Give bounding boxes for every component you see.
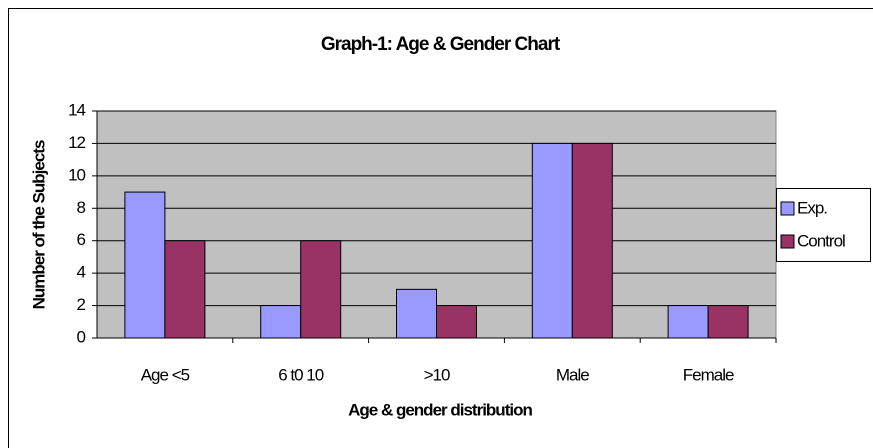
y-tick-label: 0: [77, 327, 86, 346]
bar: [571, 142, 613, 339]
bar: [260, 305, 302, 339]
y-axis-title: Number of the Subjects: [29, 140, 48, 309]
x-tick-label: Female: [683, 365, 734, 384]
y-tick-label: 4: [77, 263, 86, 282]
bar: [436, 305, 477, 339]
legend-swatch: [780, 234, 795, 249]
y-axis-title-group: Number of the Subjects: [29, 140, 48, 309]
y-tick-label: 8: [77, 198, 86, 217]
y-tick-label: 12: [68, 133, 85, 152]
bar: [300, 240, 342, 339]
y-tick-label: 6: [77, 230, 86, 249]
y-tick-label: 14: [68, 100, 85, 119]
bar: [531, 142, 573, 339]
bar: [124, 191, 166, 339]
y-tick-label: 2: [77, 295, 86, 314]
x-tick-label: Male: [556, 365, 589, 384]
legend-label: Control: [797, 231, 845, 250]
chart-title: Graph-1: Age & Gender Chart: [321, 34, 561, 55]
bar: [667, 305, 709, 339]
bar: [164, 240, 206, 339]
bar: [707, 305, 749, 339]
x-tick-label: Age <5: [141, 365, 190, 384]
x-tick-label: >10: [424, 365, 450, 384]
legend-label: Exp.: [797, 198, 827, 217]
y-tick-label: 10: [68, 165, 85, 184]
x-axis-title: Age & gender distribution: [348, 400, 532, 419]
legend-swatch: [780, 201, 795, 216]
bar: [396, 288, 437, 339]
legend: [776, 188, 871, 262]
x-tick-label: 6 t0 10: [278, 365, 324, 384]
